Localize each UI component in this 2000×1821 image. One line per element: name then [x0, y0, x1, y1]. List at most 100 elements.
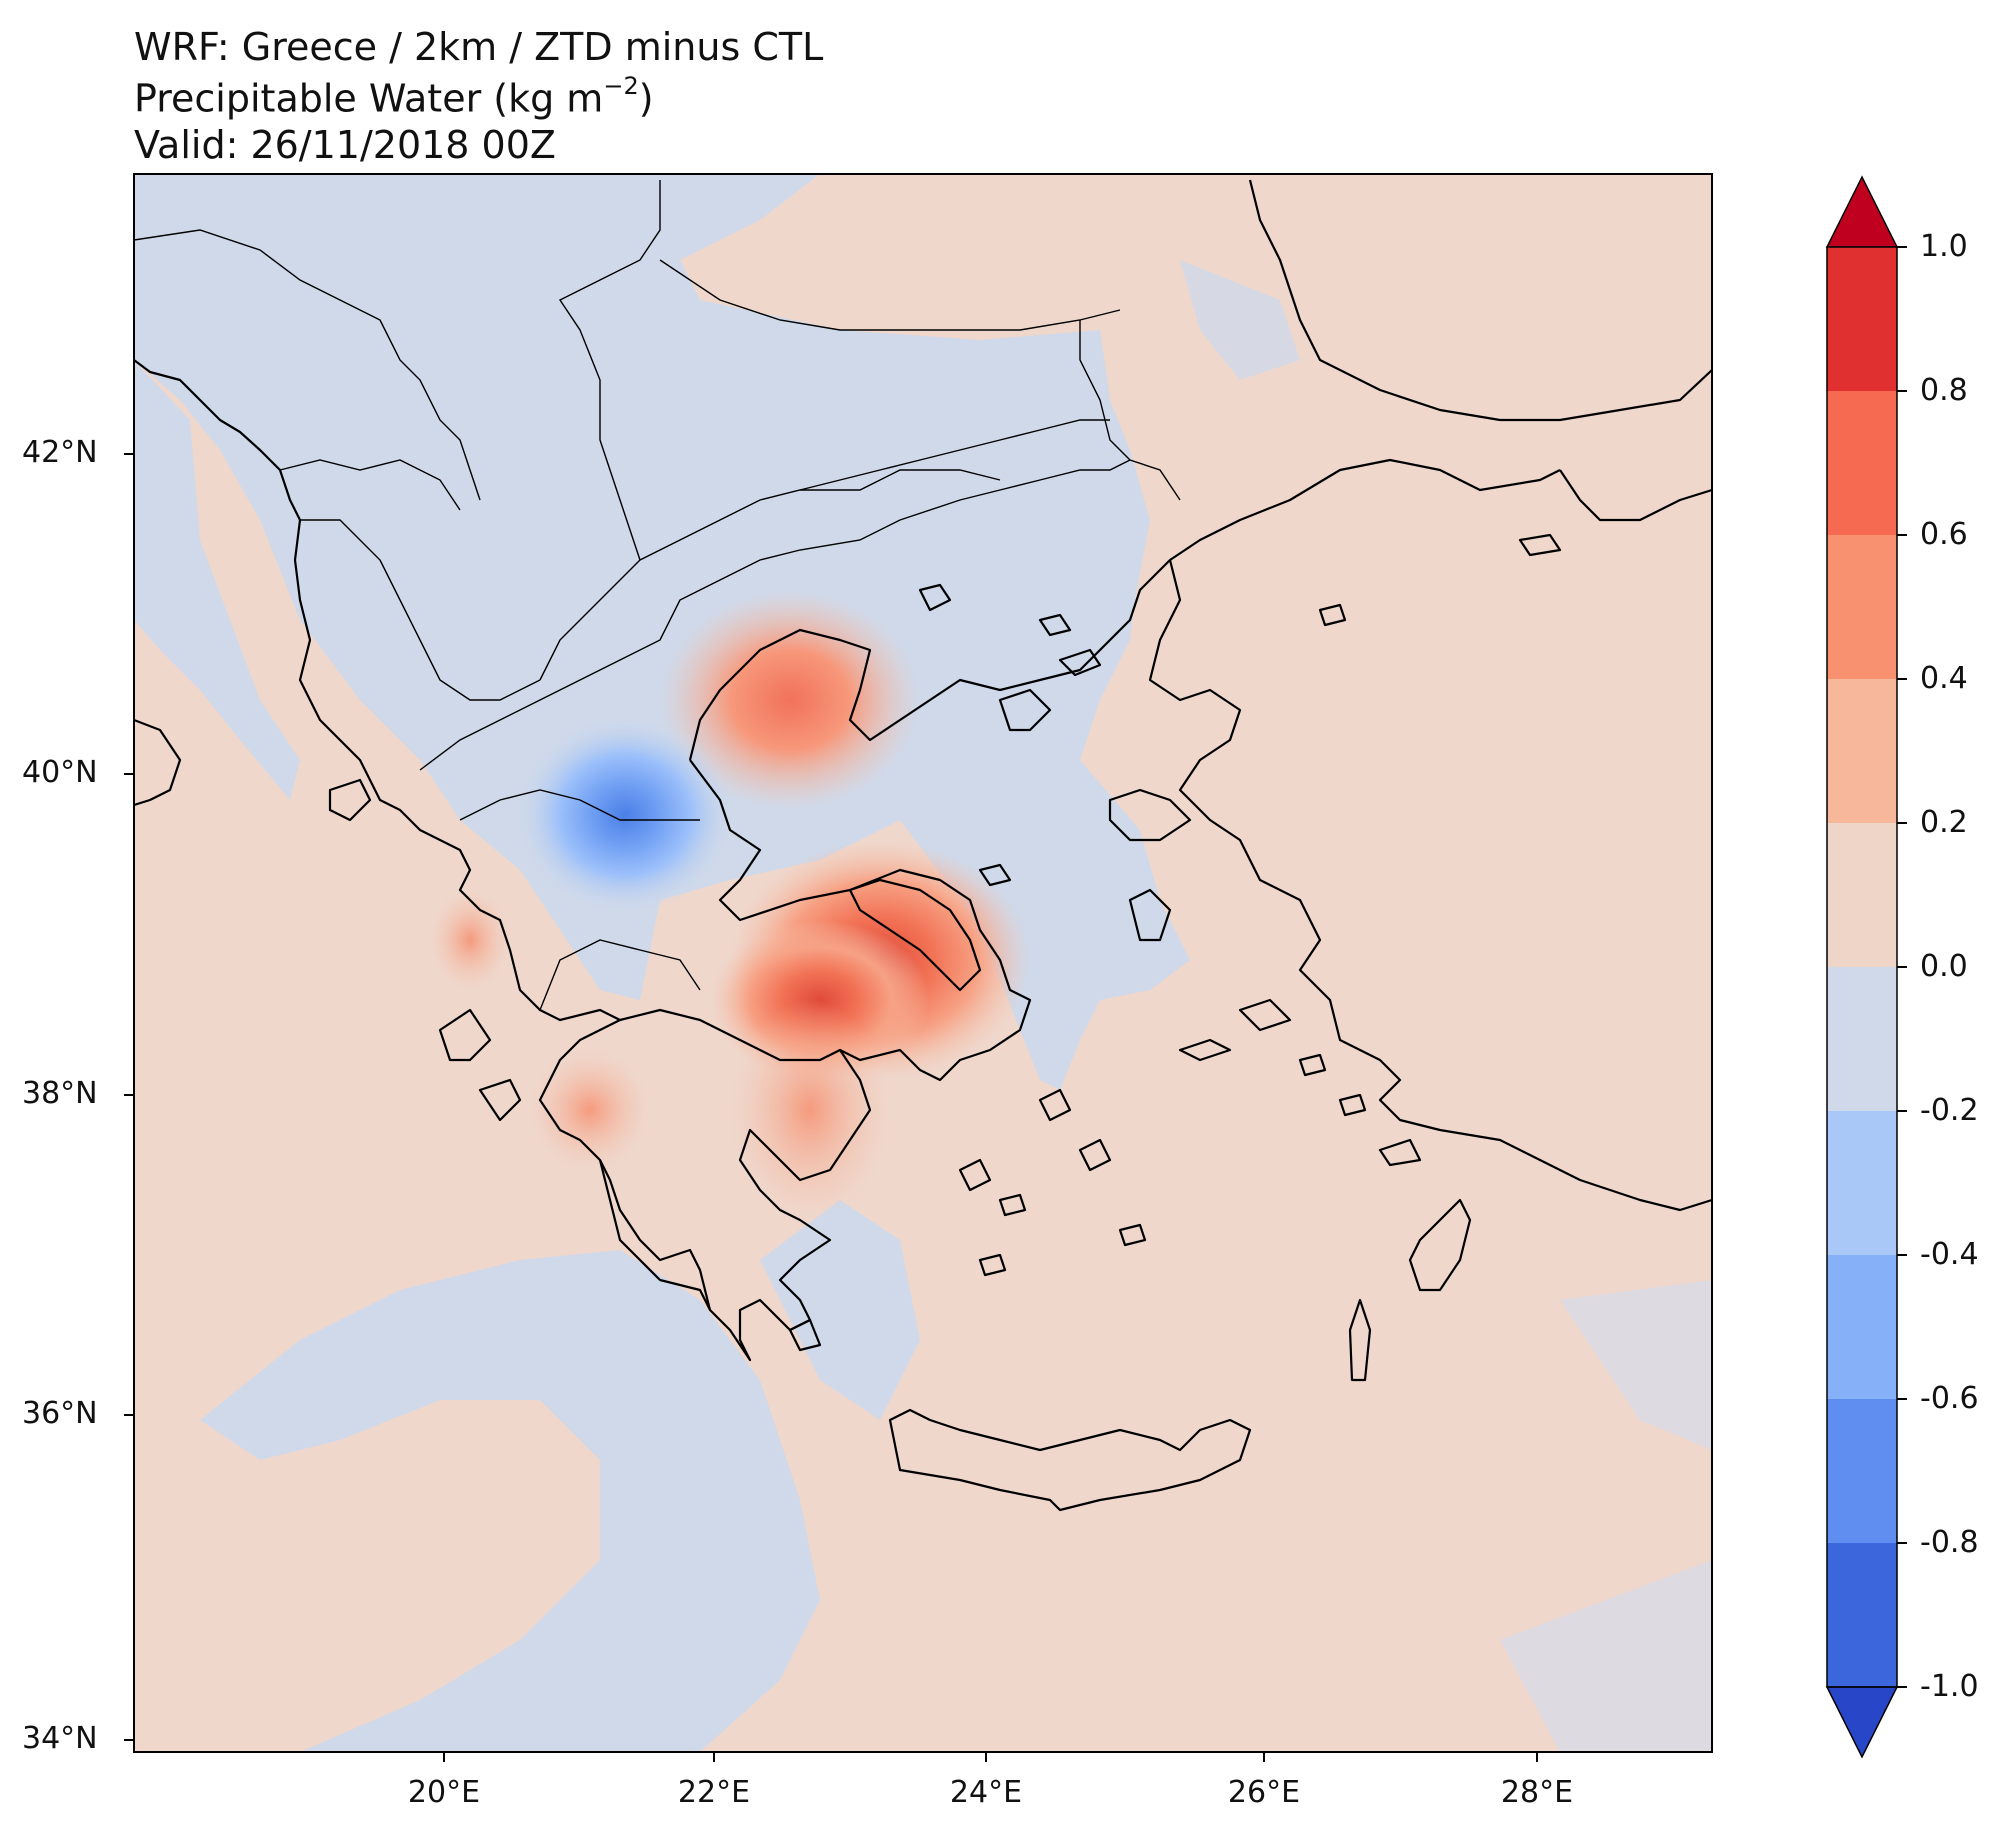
- crete: [888, 1408, 1252, 1512]
- turkey-coast: [1559, 469, 1712, 522]
- colorbar-label-0.2: 0.2: [1920, 805, 1968, 840]
- lesvos: [1108, 788, 1192, 842]
- cyclades-2: [998, 1193, 1027, 1217]
- colorbar-ticks: [1897, 246, 1907, 1688]
- lat-label-42: 42°N: [22, 435, 98, 470]
- kos: [1378, 1138, 1422, 1167]
- border-bulgaria-turkey: [1079, 320, 1181, 501]
- negative-region-south2: [760, 1200, 920, 1420]
- thermaic-coast: [689, 759, 1032, 1082]
- colorbar-segment-4: [1827, 823, 1897, 968]
- negative-region-se: [1500, 1560, 1712, 1752]
- colorbar-label-0.6: 0.6: [1920, 517, 1968, 552]
- negative-region-south: [200, 1250, 820, 1752]
- turkey-west-coast: [1148, 559, 1712, 1212]
- north-aegean-coast: [688, 458, 1561, 761]
- samothrace: [1038, 613, 1072, 637]
- chart-subtitle-variable: Precipitable Water (kg m−2): [134, 74, 654, 121]
- imbros: [1058, 648, 1102, 677]
- border-greece-regions-2: [539, 939, 701, 1011]
- colorbar-segment-6: [1827, 1111, 1897, 1256]
- colorbar-label-neg0.4: -0.4: [1920, 1237, 1979, 1272]
- cyclades-4: [978, 1253, 1007, 1277]
- negative-region-north: [134, 174, 1190, 1090]
- negative-region-ne: [1180, 260, 1300, 380]
- italy-coast: [134, 718, 182, 807]
- colorbar-label-0.4: 0.4: [1920, 661, 1968, 696]
- colorbar-label-1.0: 1.0: [1920, 229, 1968, 264]
- border-bulgaria-north: [659, 259, 1121, 331]
- border-greece-north: [419, 459, 1131, 771]
- chart-title: WRF: Greece / 2km / ZTD minus CTL: [134, 25, 824, 69]
- colorbar-label-0.8: 0.8: [1920, 373, 1968, 408]
- border-macedonia: [539, 469, 1001, 681]
- lon-label-26: 26°E: [1227, 1775, 1301, 1810]
- zakynthos: [478, 1078, 522, 1122]
- border-greece-regions: [459, 789, 700, 821]
- sporades: [978, 863, 1012, 887]
- valid-time: Valid: 26/11/2018 00Z: [134, 123, 556, 167]
- kythira: [788, 1318, 822, 1352]
- country-borders: [134, 180, 1181, 1011]
- variable-unit-close: ): [638, 76, 654, 121]
- naxos: [1078, 1138, 1112, 1172]
- colorbar-segment-5: [1827, 967, 1897, 1112]
- border-montenegro: [279, 459, 461, 511]
- lon-label-28: 28°E: [1500, 1775, 1574, 1810]
- lat-ticks: [124, 453, 134, 1741]
- rhodes: [1408, 1198, 1472, 1292]
- colorbar-segment-8: [1827, 1399, 1897, 1544]
- chios: [1128, 888, 1172, 942]
- colorbar-label-neg0.2: -0.2: [1920, 1093, 1979, 1128]
- lat-label-34: 34°N: [22, 1721, 98, 1756]
- dodecanese-1: [1298, 1053, 1327, 1077]
- dodecanese-2: [1338, 1093, 1367, 1117]
- lat-label-38: 38°N: [22, 1076, 98, 1111]
- marmara-island: [1518, 533, 1562, 557]
- colorbar-extend-min: [1825, 1686, 1899, 1759]
- marmara-island-2: [1318, 603, 1347, 627]
- colorbar-segment-7: [1827, 1255, 1897, 1400]
- colorbar-extend-max: [1825, 175, 1899, 248]
- field-layer: [134, 174, 1712, 1752]
- border-bulgaria-greece: [799, 419, 1110, 491]
- karpathos: [1348, 1298, 1372, 1382]
- coastlines: [134, 179, 1712, 1512]
- negative-region-nw: [134, 360, 300, 800]
- variable-name: Precipitable Water (kg m: [134, 76, 604, 121]
- colorbar-label-neg0.6: -0.6: [1920, 1381, 1979, 1416]
- anomaly-peloponnese-nw: [530, 1050, 650, 1170]
- corfu: [328, 778, 372, 822]
- lat-label-36: 36°N: [22, 1396, 98, 1431]
- colorbar-segment-1: [1827, 391, 1897, 536]
- adriatic-coast: [134, 359, 621, 1022]
- lemnos: [998, 688, 1052, 732]
- anomaly-min-pindus: [515, 715, 735, 915]
- lon-label-22: 22°E: [677, 1775, 751, 1810]
- plot-frame: [133, 173, 1713, 1753]
- colorbar-segment-3: [1827, 679, 1897, 824]
- ikaria: [1178, 1038, 1232, 1062]
- border-bosnia: [134, 229, 481, 501]
- border-serbia-bulgaria: [558, 180, 661, 561]
- colorbar-segments: [1825, 175, 1899, 1759]
- colorbar-label-0.0: 0.0: [1920, 949, 1968, 984]
- border-albania: [300, 519, 541, 701]
- lon-label-24: 24°E: [949, 1775, 1023, 1810]
- colorbar-segment-0: [1827, 247, 1897, 392]
- thasos: [918, 583, 952, 612]
- samos: [1238, 998, 1292, 1032]
- lon-label-20: 20°E: [407, 1775, 481, 1810]
- lon-ticks: [443, 1752, 1538, 1762]
- unit-exponent: −2: [603, 72, 639, 100]
- andros: [1038, 1088, 1072, 1122]
- colorbar-label-neg1.0: -1.0: [1920, 1669, 1979, 1704]
- colorbar-label-neg0.8: -0.8: [1920, 1525, 1979, 1560]
- lat-label-40: 40°N: [22, 755, 98, 790]
- colorbar-segment-9: [1827, 1543, 1897, 1688]
- colorbar-segment-2: [1827, 535, 1897, 680]
- kefalonia: [438, 1008, 492, 1062]
- cyclades-1: [958, 1158, 992, 1192]
